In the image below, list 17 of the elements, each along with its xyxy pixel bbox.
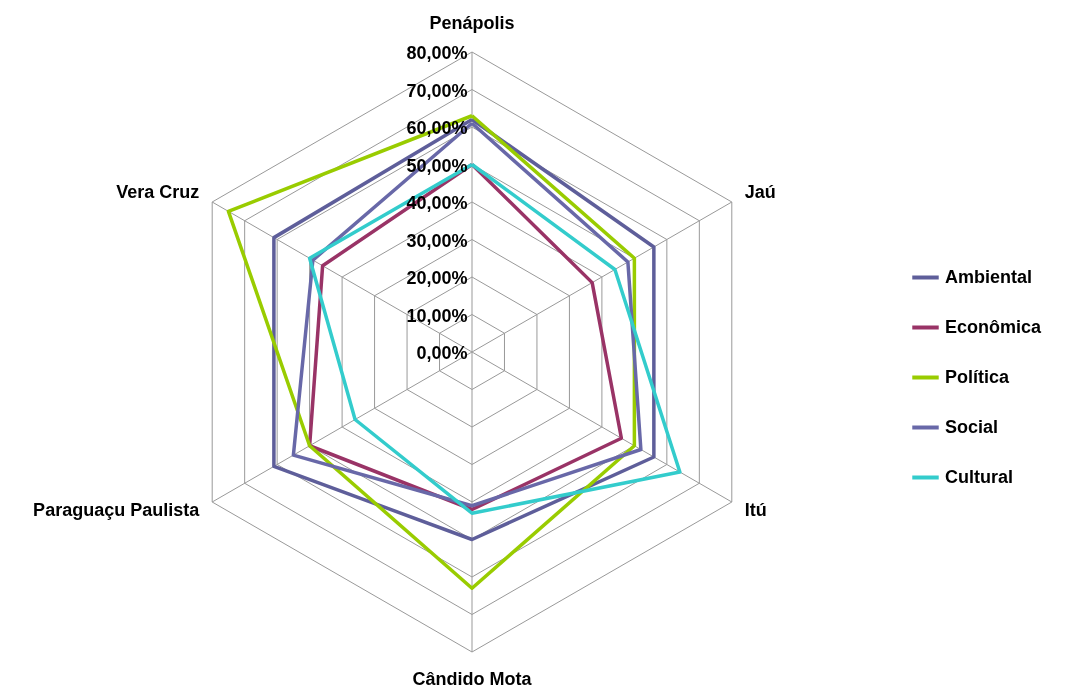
y-tick-label: 30,00% [406, 230, 468, 251]
legend-label: Ambiental [945, 266, 1033, 287]
y-tick-label: 20,00% [406, 268, 468, 289]
y-tick-label: 80,00% [406, 43, 468, 64]
spoke-label: Paraguaçu Paulista [33, 500, 201, 521]
legend-label: Cultural [945, 466, 1014, 487]
legend-label: Política [945, 366, 1011, 387]
spoke-label: Vera Cruz [116, 181, 200, 202]
legend-label: Econômica [945, 316, 1043, 337]
spoke-label: Cândido Mota [412, 668, 533, 689]
y-tick-label: 70,00% [406, 80, 468, 101]
legend-label: Social [945, 416, 999, 437]
spoke-label: Itú [744, 500, 767, 521]
y-tick-label: 0,00% [416, 343, 468, 364]
y-tick-label: 10,00% [406, 305, 468, 326]
spoke-label: Jaú [744, 181, 776, 202]
spoke-label: Penápolis [429, 13, 515, 34]
